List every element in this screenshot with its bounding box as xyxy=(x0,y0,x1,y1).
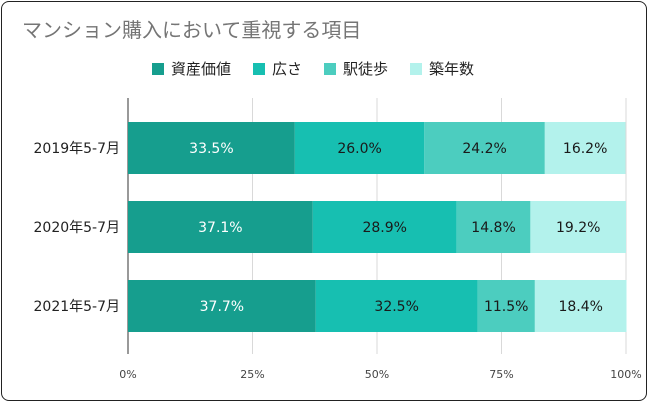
value-label: 28.9% xyxy=(362,220,406,236)
bar-segment xyxy=(294,122,425,174)
category-label: 2020年5-7月 xyxy=(34,220,121,236)
x-tick-label: 25% xyxy=(240,368,264,381)
value-label: 26.0% xyxy=(337,141,381,157)
value-label: 11.5% xyxy=(484,299,528,315)
legend-label: 広さ xyxy=(272,60,303,78)
chart-title: マンション購入において重視する項目 xyxy=(22,18,362,42)
legend-swatch xyxy=(253,62,266,75)
bar-segment xyxy=(128,122,295,174)
x-tick-label: 50% xyxy=(365,368,389,381)
value-label: 37.7% xyxy=(200,299,244,315)
x-tick-label: 75% xyxy=(489,368,513,381)
bar-segment xyxy=(544,122,626,174)
value-label: 18.4% xyxy=(558,299,602,315)
bar-segment xyxy=(534,280,627,332)
value-label: 32.5% xyxy=(374,299,418,315)
bar-segment xyxy=(128,201,313,253)
value-label: 24.2% xyxy=(462,141,506,157)
bar-segment xyxy=(530,201,626,253)
bar-segment xyxy=(477,280,535,332)
legend-item: 資産価値 xyxy=(152,58,231,79)
value-label: 37.1% xyxy=(198,220,242,236)
chart-legend: 資産価値 広さ 駅徒歩 築年数 xyxy=(152,58,474,79)
legend-label: 駅徒歩 xyxy=(343,60,389,78)
bar-segment xyxy=(424,122,545,174)
legend-item: 築年数 xyxy=(410,58,474,79)
legend-label: 資産価値 xyxy=(171,60,232,78)
bar-segment xyxy=(128,280,316,332)
legend-label: 築年数 xyxy=(429,60,475,78)
value-label: 19.2% xyxy=(556,220,600,236)
value-label: 14.8% xyxy=(471,220,515,236)
legend-item: 駅徒歩 xyxy=(324,58,388,79)
value-label: 16.2% xyxy=(563,141,607,157)
legend-swatch xyxy=(152,62,164,75)
bar-segment xyxy=(315,280,478,332)
category-label: 2019年5-7月 xyxy=(34,141,121,157)
legend-swatch xyxy=(410,62,423,75)
category-label: 2021年5-7月 xyxy=(34,299,121,315)
value-label: 33.5% xyxy=(189,141,233,157)
legend-item: 広さ xyxy=(253,58,302,79)
bar-segment xyxy=(456,201,531,253)
x-tick-label: 0% xyxy=(119,368,136,381)
x-tick-label: 100% xyxy=(610,368,641,381)
legend-swatch xyxy=(324,62,337,75)
bar-segment xyxy=(312,201,457,253)
